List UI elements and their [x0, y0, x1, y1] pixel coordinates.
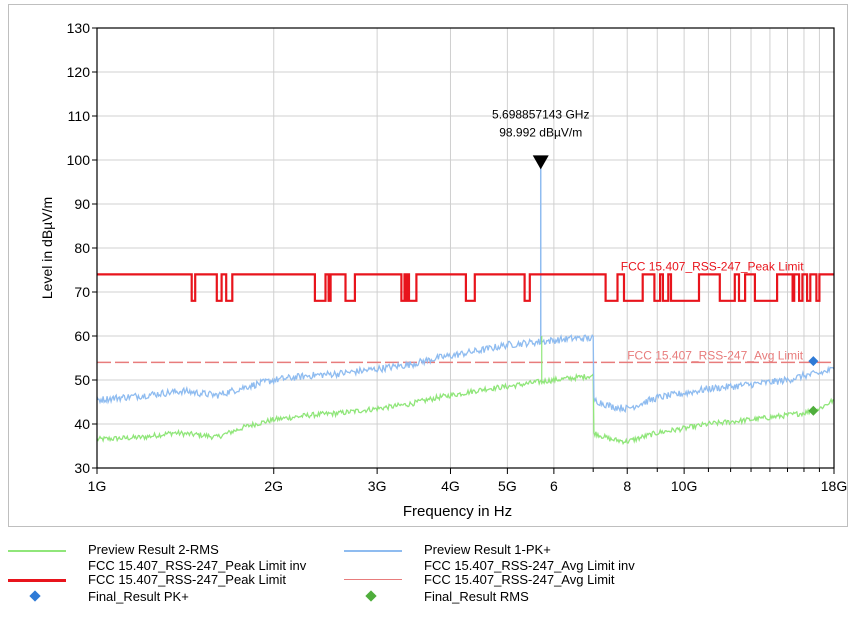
x-axis-label: Frequency in Hz — [403, 503, 512, 520]
peak-limit-line — [97, 273, 834, 302]
y-tick-label: 50 — [74, 372, 90, 388]
legend-swatch — [8, 550, 66, 552]
y-tick-label: 40 — [74, 416, 90, 432]
x-tick-label: 6 — [550, 478, 558, 494]
y-tick-label: 30 — [74, 460, 90, 476]
diamond-marker — [808, 405, 819, 416]
y-tick-label: 60 — [74, 328, 90, 344]
legend-item-final-rms: Final_Result RMS — [344, 590, 529, 604]
x-tick-label: 18G — [821, 478, 847, 494]
x-tick-label: 2G — [264, 478, 283, 494]
avg-limit-label: FCC 15.407_RSS-247_Avg Limit — [627, 348, 804, 362]
y-tick-label: 90 — [74, 196, 90, 212]
y-tick-label: 70 — [74, 284, 90, 300]
y-tick-label: 110 — [68, 108, 91, 124]
legend-item-pk-preview: Preview Result 1-PK+ — [344, 543, 551, 557]
y-axis-label: Level in dBµV/m — [39, 197, 55, 299]
x-tick-label: 1G — [88, 478, 107, 494]
rms-preview-series — [96, 372, 835, 446]
legend-label: FCC 15.407_RSS-247_Avg Limit inv — [424, 558, 635, 573]
annotation-level: 98.992 dBµV/m — [499, 125, 582, 139]
legend-item-peak-limit: FCC 15.407_RSS-247_Peak Limit inv FCC 15… — [8, 559, 306, 587]
legend: Preview Result 2-RMS FCC 15.407_RSS-247_… — [0, 543, 851, 617]
legend-swatch — [344, 579, 402, 580]
diamond-icon — [29, 590, 41, 602]
legend-item-final-pk: Final_Result PK+ — [8, 590, 189, 604]
x-tick-label: 3G — [368, 478, 387, 494]
legend-item-rms-preview: Preview Result 2-RMS — [8, 543, 219, 557]
x-tick-label: 10G — [671, 478, 697, 494]
legend-label: FCC 15.407_RSS-247_Peak Limit inv — [88, 558, 307, 573]
diamond-icon — [365, 590, 377, 602]
legend-label: Final_Result RMS — [424, 589, 529, 604]
pk-preview-series — [96, 334, 835, 414]
legend-item-avg-limit: FCC 15.407_RSS-247_Avg Limit inv FCC 15.… — [344, 559, 635, 587]
legend-swatch — [344, 550, 402, 552]
legend-label: FCC 15.407_RSS-247_Peak Limit — [88, 572, 286, 587]
peak-limit-label: FCC 15.407_RSS-247_Peak Limit — [621, 259, 804, 273]
x-tick-label: 8 — [623, 478, 631, 494]
y-tick-label: 130 — [67, 20, 91, 36]
legend-label: Preview Result 1-PK+ — [424, 542, 551, 557]
legend-label: Final_Result PK+ — [88, 589, 189, 604]
y-tick-label: 120 — [67, 64, 91, 80]
diamond-marker — [808, 356, 819, 367]
y-tick-label: 80 — [74, 240, 90, 256]
annotation-frequency: 5.698857143 GHz — [492, 107, 589, 121]
x-tick-label: 4G — [441, 478, 460, 494]
emission-chart: FCC 15.407_RSS-247_Peak Limit FCC 15.407_… — [39, 20, 847, 520]
x-tick-label: 5G — [498, 478, 517, 494]
y-tick-label: 100 — [67, 152, 91, 168]
legend-swatch — [8, 579, 66, 582]
legend-label: FCC 15.407_RSS-247_Avg Limit — [424, 572, 615, 587]
legend-label: Preview Result 2-RMS — [88, 542, 219, 557]
peak-marker-triangle — [532, 155, 549, 170]
